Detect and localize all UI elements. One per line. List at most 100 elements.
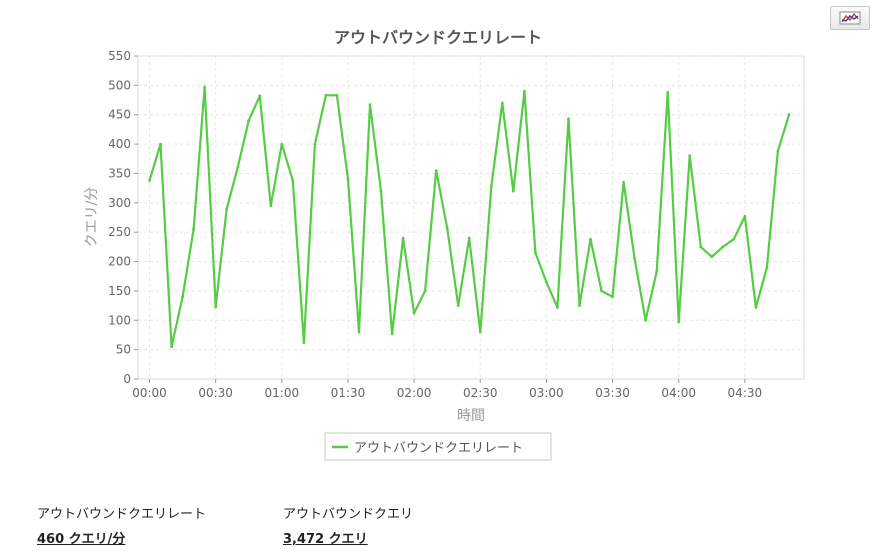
data-point [357, 330, 361, 334]
data-point [666, 91, 670, 94]
legend-label: アウトバウンドクエリレート [354, 441, 523, 456]
data-point [159, 142, 162, 146]
data-point [677, 320, 681, 324]
y-tick-label: 500 [108, 78, 131, 92]
data-point [368, 103, 372, 107]
data-point [556, 306, 559, 309]
data-point [324, 93, 328, 97]
data-point [500, 101, 504, 105]
x-tick-label: 03:00 [529, 386, 564, 400]
grid-lines [138, 55, 804, 379]
y-tick-label: 350 [108, 166, 131, 180]
y-tick-label: 450 [108, 108, 131, 122]
legend[interactable]: アウトバウンドクエリレート [324, 432, 552, 461]
outbound-query-rate-chart: アウトバウンドクエリレート 0 50 100 150 200 250 300 350 400 45… [84, 28, 805, 461]
data-point [523, 89, 526, 93]
data-point [170, 345, 174, 349]
data-point [269, 204, 273, 208]
x-axis-label: 時間 [457, 408, 485, 424]
data-point [721, 245, 725, 249]
data-point [379, 189, 383, 193]
data-point [567, 117, 570, 121]
data-point [390, 332, 394, 336]
x-tick-label: 02:00 [397, 386, 432, 400]
data-point [710, 255, 714, 259]
x-tick-label: 01:00 [265, 386, 300, 400]
stat-outbound-queries: アウトバウンドクエリ 3,472 クエリ [283, 503, 413, 547]
data-point [545, 280, 548, 284]
chart-title: アウトバウンドクエリレート [334, 28, 542, 47]
stat-value-link[interactable]: 460 クエリ/分 [37, 532, 126, 547]
data-point [280, 142, 284, 146]
data-point [787, 113, 791, 117]
data-point [423, 289, 427, 293]
data-point [534, 251, 537, 255]
data-point [644, 318, 647, 322]
data-point [489, 185, 493, 188]
data-point [765, 266, 769, 269]
x-tick-label: 00:30 [198, 386, 233, 400]
data-point [633, 257, 636, 260]
data-point [511, 189, 515, 193]
data-point [776, 149, 780, 153]
plot-area [137, 55, 805, 380]
line-chart-icon [839, 11, 861, 25]
data-point [445, 226, 449, 230]
data-point [214, 305, 218, 309]
data-point [236, 166, 240, 170]
data-point [412, 311, 416, 315]
y-tick-label: 250 [108, 225, 131, 239]
data-point [467, 236, 471, 240]
data-point [478, 330, 482, 334]
data-point [181, 295, 185, 299]
x-tick-label: 03:30 [595, 386, 630, 400]
x-tick-label: 04:30 [728, 386, 763, 400]
data-point [247, 119, 251, 122]
data-point [622, 180, 625, 184]
y-tick-label: 100 [108, 313, 131, 327]
y-tick-label: 150 [108, 284, 131, 298]
data-point [148, 179, 151, 182]
x-tick-label: 04:00 [661, 386, 696, 400]
y-tick-label: 200 [108, 255, 131, 269]
data-point [203, 85, 207, 89]
y-tick-label: 550 [108, 49, 131, 63]
x-tick-label: 02:30 [463, 386, 498, 400]
x-tick-label: 01:30 [331, 386, 366, 400]
data-point [313, 142, 317, 146]
y-tick-label: 0 [123, 372, 131, 386]
data-point [732, 237, 736, 241]
data-point [346, 177, 350, 181]
data-point [578, 304, 581, 307]
legend-box [324, 432, 552, 461]
stat-label: アウトバウンドクエリ [283, 507, 414, 522]
data-point [699, 245, 703, 249]
y-tick-label: 50 [116, 343, 131, 357]
summary-stats: アウトバウンドクエリレート 460 クエリ/分 アウトバウンドクエリ 3,472… [37, 503, 857, 547]
data-point [291, 179, 295, 182]
stat-value-link[interactable]: 3,472 クエリ [283, 532, 368, 547]
y-axis-label: クエリ/分 [84, 187, 100, 248]
stat-outbound-query-rate: アウトバウンドクエリレート 460 クエリ/分 [37, 503, 206, 547]
chart-type-button[interactable] [830, 6, 870, 30]
data-point [743, 214, 747, 218]
data-point [688, 154, 692, 158]
data-point [258, 94, 262, 98]
data-point [754, 306, 758, 309]
data-point [589, 237, 592, 241]
data-point [434, 169, 438, 172]
data-point [655, 270, 659, 273]
data-point [401, 236, 405, 240]
y-tick-label: 400 [108, 137, 131, 151]
data-points [148, 85, 791, 349]
data-point [335, 93, 339, 97]
data-point [600, 289, 603, 293]
y-axis: 0 50 100 150 200 250 300 350 400 450 500 550 [108, 49, 138, 386]
x-tick-label: 00:00 [132, 386, 167, 400]
data-point [302, 341, 306, 344]
data-point [611, 295, 614, 299]
stat-label: アウトバウンドクエリレート [37, 507, 207, 522]
x-axis: 00:00 00:30 01:00 01:30 02:00 02:30 03:00 03:30… [132, 379, 762, 400]
data-point [456, 304, 460, 307]
data-point [192, 227, 196, 231]
